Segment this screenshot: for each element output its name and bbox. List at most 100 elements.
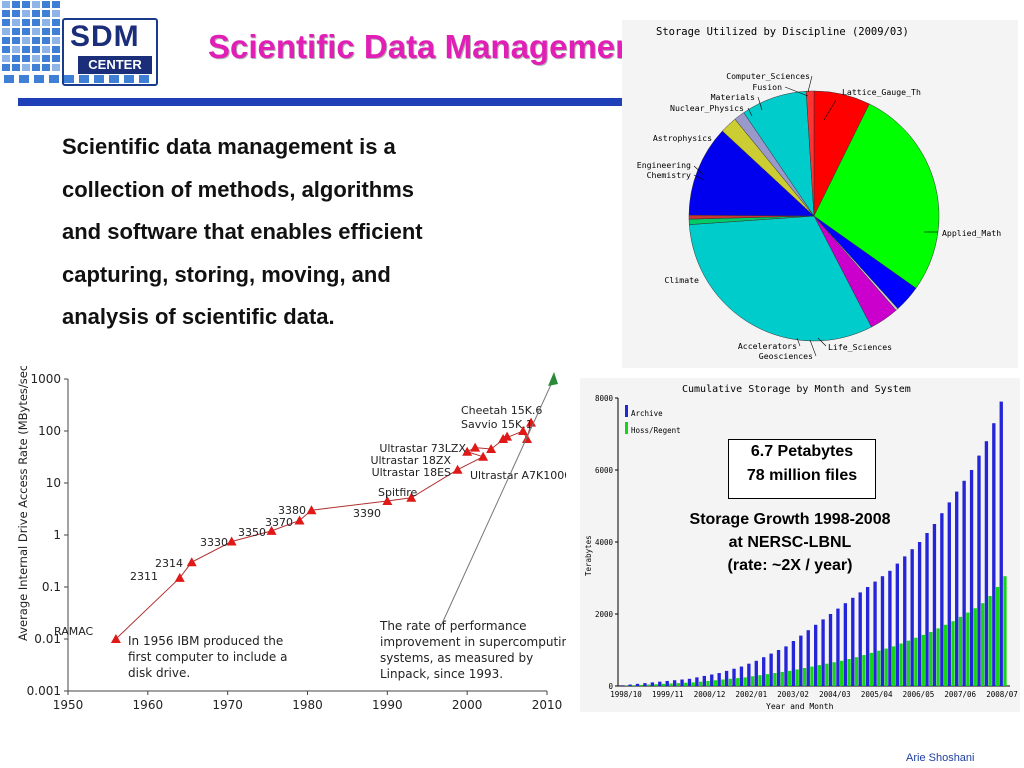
archive-bar — [643, 683, 647, 686]
drive-data-point — [174, 572, 185, 582]
archive-bar — [717, 673, 721, 686]
logo-grid-square — [12, 19, 20, 26]
logo-grid-square — [32, 1, 40, 8]
logo-grid-square — [12, 28, 20, 35]
pie-slice-label: Chemistry — [647, 170, 691, 180]
drive-chart-y-tick-label: 100 — [38, 424, 61, 438]
storage-chart-y-tick-label: 2000 — [595, 610, 614, 619]
archive-bar — [695, 677, 699, 686]
pie-slice-label: Geosciences — [759, 351, 813, 361]
drive-chart-y-axis-label: Average Internal Drive Access Rate (MByt… — [16, 366, 30, 641]
archive-bar — [672, 680, 677, 686]
slide-title: Scientific Data Management — [208, 28, 647, 65]
logo-grid-square — [52, 46, 60, 53]
drive-chart-x-tick-label: 1980 — [292, 698, 323, 712]
drive-chart-x-tick-label: 1970 — [212, 698, 243, 712]
pie-slice-label: Astrophysics — [653, 133, 712, 143]
legend-archive-label: Archive — [631, 409, 663, 418]
drive-chart-y-tick-label: 1 — [53, 528, 61, 542]
legend-archive-swatch — [625, 405, 628, 417]
logo-bottom-dashes — [4, 75, 149, 83]
storage-chart-y-tick-label: 8000 — [595, 394, 614, 403]
intro-line: and software that enables efficient — [62, 219, 423, 244]
storage-chart-x-axis-label: Year and Month — [766, 702, 834, 711]
drive-point-label: 3390 — [353, 507, 381, 520]
drive-chart-y-tick-label: 0.001 — [27, 684, 61, 698]
archive-bar — [784, 646, 788, 686]
archive-bar — [680, 679, 684, 686]
hoss-regent-bar — [773, 673, 777, 686]
pie-slice-label: Fusion — [752, 82, 782, 92]
archive-bar — [799, 635, 803, 686]
hoss-regent-bar — [854, 657, 859, 686]
drive-chart-background — [10, 366, 566, 718]
pie-slice — [688, 130, 815, 217]
pie-slice-label: Climate — [664, 275, 699, 285]
logo-grid-square — [22, 28, 30, 35]
hoss-regent-bar — [669, 683, 673, 686]
intro-line: Scientific data management is a — [62, 134, 396, 159]
archive-bar — [702, 675, 706, 686]
logo-grid-square — [42, 46, 50, 53]
drive-point-label: Spitfire — [378, 486, 418, 499]
archive-bar — [836, 608, 840, 686]
archive-bar — [635, 683, 640, 686]
pie-slice-label: Accelerators — [738, 341, 797, 351]
drive-rate-chart: 1950 1960 1970 1980 1990 2000 2010 0.001 0.01 0.1… — [10, 366, 566, 718]
drive-point-label: 3370 — [265, 516, 293, 529]
logo-grid-square — [32, 28, 40, 35]
hoss-regent-bar — [743, 677, 747, 686]
logo-grid-square — [2, 55, 10, 62]
logo-grid-square — [22, 46, 30, 53]
logo-dash — [64, 75, 74, 83]
drive-point-label: 3350 — [238, 526, 266, 539]
drive-chart-x-tick-label: 1950 — [53, 698, 84, 712]
drive-point-label: Cheetah 15K.6 — [461, 404, 542, 417]
legend-hoss-label: Hoss/Regent — [631, 426, 681, 435]
logo-grid-square — [52, 64, 60, 71]
archive-bar — [932, 524, 937, 686]
logo-grid-square — [12, 64, 20, 71]
logo-grid-square — [52, 19, 60, 26]
drive-data-point — [382, 496, 393, 506]
archive-bar — [769, 653, 773, 686]
drive-point-label: 3380 — [278, 504, 306, 517]
pie-slice — [805, 90, 815, 217]
linpack-trend-line — [439, 377, 555, 629]
storage-chart-x-tick-label: 2008/07 — [986, 690, 1018, 699]
hoss-regent-bar — [639, 684, 643, 686]
archive-bar — [754, 660, 758, 686]
storage-chart-x-tick-label: 2002/01 — [736, 690, 768, 699]
drive-data-point — [470, 442, 481, 452]
hoss-regent-bar — [758, 675, 762, 686]
footer-author: Arie Shoshani — [906, 752, 975, 764]
pie-slice-label: Computer_Sciences — [726, 71, 810, 81]
intro-line: analysis of scientific data. — [62, 304, 335, 329]
callout-line: 6.7 Petabytes — [750, 443, 854, 460]
archive-bar — [977, 455, 981, 686]
growth-note-line: (rate: ~2X / year) — [727, 557, 853, 574]
drive-data-point — [486, 444, 497, 454]
drive-data-point — [526, 417, 537, 427]
pie-slice-label: Engineering — [637, 160, 691, 170]
pie-leader-line — [747, 107, 753, 117]
archive-bar — [821, 619, 825, 686]
drive-chart-x-tick-label: 2010 — [532, 698, 563, 712]
hoss-regent-bar — [899, 643, 903, 686]
logo-grid-square — [32, 19, 40, 26]
drive-data-point — [462, 446, 473, 456]
pie-leader-line — [693, 174, 705, 181]
hoss-regent-bar — [921, 634, 925, 686]
intro-line: capturing, storing, moving, and — [62, 261, 391, 287]
hoss-regent-bar — [736, 678, 740, 686]
intro-line: collection of methods, algorithms — [62, 176, 415, 202]
pie-leader-line — [807, 75, 813, 93]
pie-leader-line — [757, 96, 763, 111]
storage-chart-y-axis-label: Terabytes — [584, 535, 593, 576]
drive-point-label: Ultrastar 73LZX — [379, 442, 466, 455]
archive-bar — [791, 641, 796, 686]
logo-text-sdm: SDM — [70, 20, 140, 53]
pie-slice-label: Lattice_Gauge_Th — [842, 87, 921, 97]
logo-grid-square — [42, 37, 50, 44]
pie-chart-title: Storage Utilized by Discipline (2009/03) — [656, 26, 909, 38]
